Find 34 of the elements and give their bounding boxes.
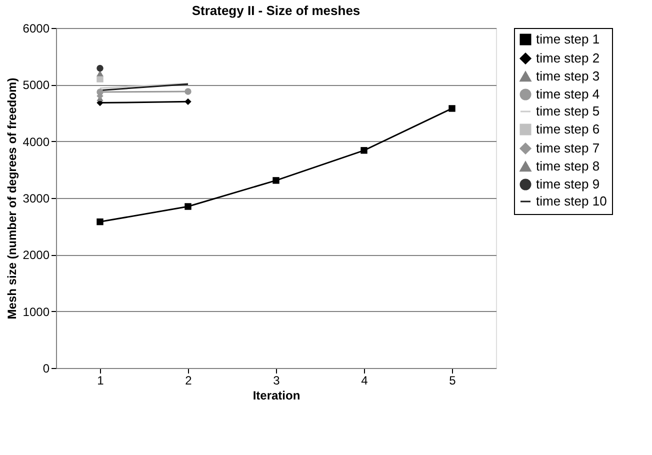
y-tick-label: 6000 xyxy=(22,22,50,36)
point xyxy=(96,76,104,82)
point xyxy=(184,98,192,106)
x-tick-label: 5 xyxy=(449,374,456,388)
legend-label: time step 8 xyxy=(536,158,600,174)
point xyxy=(184,203,192,210)
legend-label: time step 3 xyxy=(536,68,600,84)
y-tick-label: 2000 xyxy=(22,248,50,262)
point xyxy=(184,88,192,95)
legend-label: time step 10 xyxy=(536,194,607,208)
point xyxy=(448,105,456,112)
legend-label: time step 5 xyxy=(536,104,600,118)
point xyxy=(272,177,280,184)
x-tick-label: 3 xyxy=(273,374,280,388)
legend-label: time step 9 xyxy=(536,176,600,192)
legend-label: time step 4 xyxy=(536,86,600,102)
legend-label: time step 6 xyxy=(536,122,600,136)
y-tick-label: 4000 xyxy=(22,134,50,149)
y-tick-label: 0 xyxy=(42,362,50,376)
legend-label: time step 1 xyxy=(536,32,600,46)
legend-label: time step 2 xyxy=(536,50,600,66)
x-tick-label: 1 xyxy=(97,374,104,388)
y-axis-title: Mesh size (number of degrees of freedom) xyxy=(4,78,19,320)
x-tick-label: 2 xyxy=(185,374,192,388)
point xyxy=(96,218,104,226)
x-tick-label: 4 xyxy=(361,374,368,388)
x-axis-title: Iteration xyxy=(252,388,300,402)
point xyxy=(96,64,104,72)
legend-label: time step 7 xyxy=(536,140,600,156)
y-tick-label: 5000 xyxy=(22,78,50,92)
y-tick-label: 1000 xyxy=(22,304,50,319)
chart-title: Strategy II - Size of meshes xyxy=(192,3,360,18)
point xyxy=(360,147,368,154)
y-tick-label: 3000 xyxy=(22,192,50,206)
